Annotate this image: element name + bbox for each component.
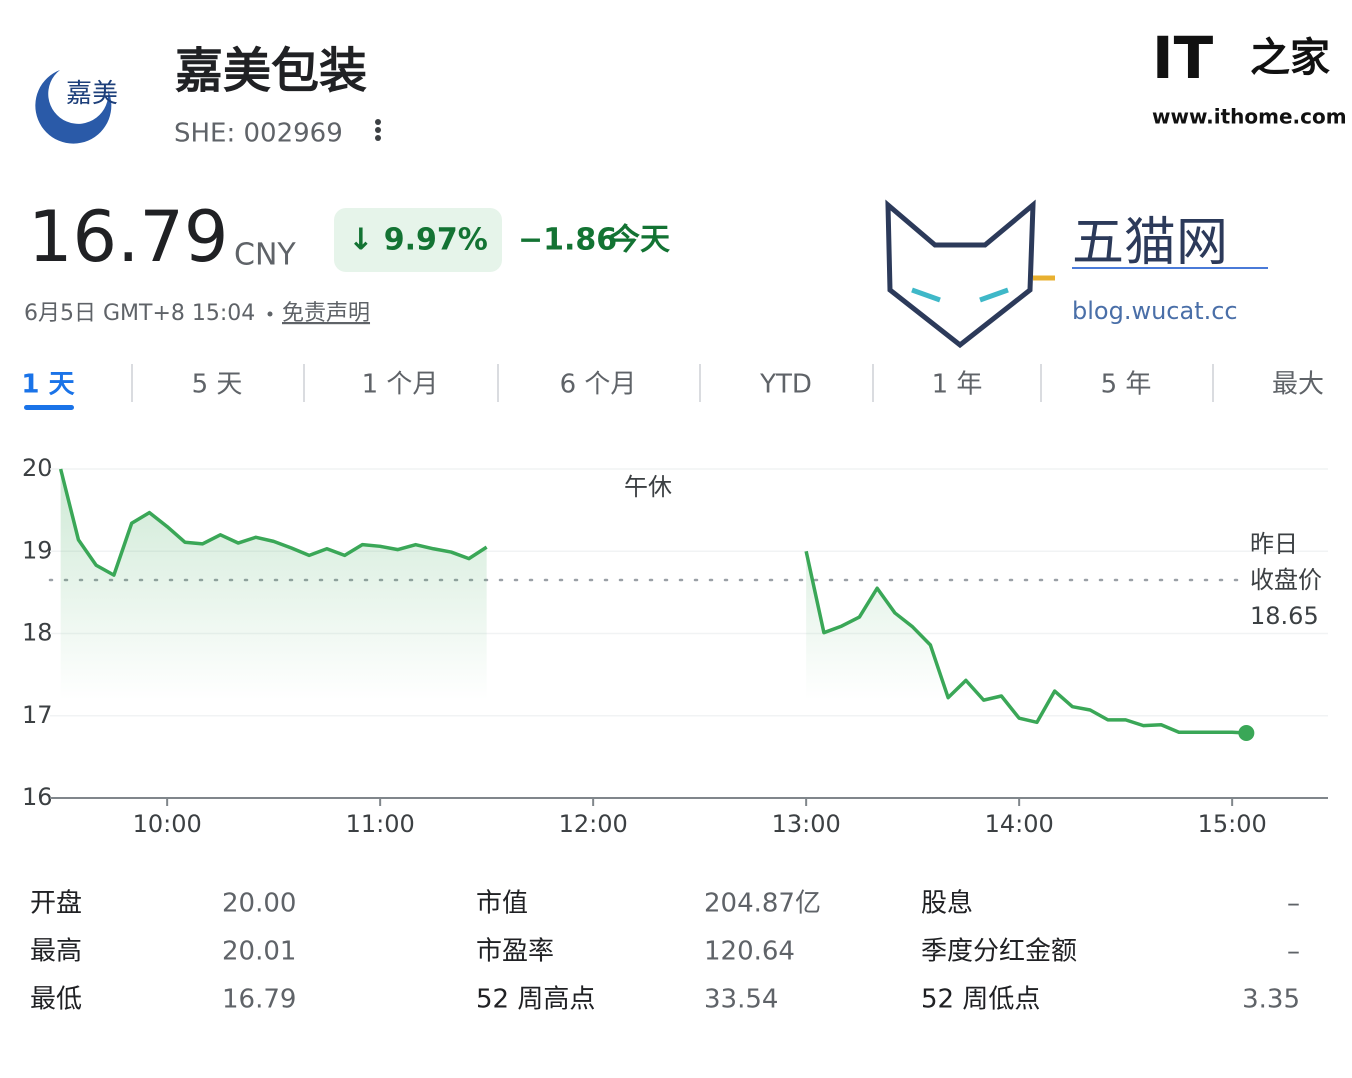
stat-label: 季度分红金额 xyxy=(921,937,1077,967)
range-tab[interactable]: 1 年 xyxy=(932,370,983,400)
previous-close-label: 收盘价 xyxy=(1250,566,1322,594)
change: −1.86 xyxy=(518,223,617,258)
stat-value: – xyxy=(1287,889,1300,919)
x-tick-label: 12:00 xyxy=(559,810,628,838)
price: 16.79 xyxy=(28,196,228,278)
stat-value: 3.35 xyxy=(1242,985,1300,1015)
stats-table: 开盘 20.00 市值 204.87亿 股息 – 最高 20.01 市盈率 120.64 季度分红金… xyxy=(30,889,1300,1015)
price-area xyxy=(60,469,487,700)
wucat-site: blog.wucat.cc xyxy=(1072,297,1238,325)
change-badge xyxy=(334,208,502,272)
active-tab-indicator xyxy=(24,405,74,410)
range-tab[interactable]: 最大 xyxy=(1272,370,1324,400)
separator-dot xyxy=(267,311,273,317)
price-line xyxy=(58,468,488,577)
range-tab[interactable]: 6 个月 xyxy=(560,370,637,400)
wucat-name: 五猫网 xyxy=(1072,213,1228,273)
range-tab[interactable]: 1 个月 xyxy=(362,370,439,400)
timestamp: 6月5日 GMT+8 15:04 xyxy=(24,301,255,326)
stat-value: 20.01 xyxy=(222,937,296,967)
range-tabs: 1 天 5 天 1 个月 6 个月 YTD 1 年 5 年 最大 xyxy=(21,364,1324,410)
ithome-logo: IT xyxy=(1152,24,1214,92)
stat-value: 204.87亿 xyxy=(704,889,821,919)
lunch-break-label: 午休 xyxy=(624,473,672,501)
company-name: 嘉美包装 xyxy=(175,43,367,99)
range-tab[interactable]: 5 天 xyxy=(192,370,243,400)
company-logo: 嘉美 xyxy=(35,70,118,144)
x-tick-label: 13:00 xyxy=(772,810,841,838)
range-tab[interactable]: 5 年 xyxy=(1101,370,1152,400)
change-percent: ↓ 9.97% xyxy=(348,223,488,258)
wucat-logo xyxy=(885,199,1055,349)
x-tick-label: 14:00 xyxy=(985,810,1054,838)
svg-text:嘉美: 嘉美 xyxy=(66,79,118,109)
x-tick-label: 10:00 xyxy=(133,810,202,838)
x-tick-label: 11:00 xyxy=(346,810,415,838)
y-tick-label: 19 xyxy=(22,536,53,564)
ticker: SHE: 002969 xyxy=(174,119,343,149)
stat-value: 33.54 xyxy=(704,985,778,1015)
stat-label: 股息 xyxy=(921,889,973,919)
x-tick-label: 15:00 xyxy=(1198,810,1267,838)
range-tab[interactable]: YTD xyxy=(759,370,812,400)
range-tab[interactable]: 1 天 xyxy=(21,370,74,400)
chart: 16 17 18 19 20 10:00 11:00 12:00 13:00 14:00 15:00… xyxy=(22,454,1328,838)
stat-label: 开盘 xyxy=(30,889,82,919)
previous-close-value: 18.65 xyxy=(1250,602,1319,630)
ithome-logo-cn: 之家 xyxy=(1250,35,1330,81)
y-tick-label: 18 xyxy=(22,619,53,647)
last-price-dot xyxy=(1238,725,1255,742)
y-tick-label: 16 xyxy=(22,783,53,811)
disclaimer-link[interactable]: 免责声明 xyxy=(282,301,370,326)
stat-label: 最高 xyxy=(30,937,82,967)
stat-value: 120.64 xyxy=(704,937,795,967)
price-line xyxy=(804,550,1247,735)
stat-label: 52 周低点 xyxy=(921,985,1040,1015)
more-menu[interactable] xyxy=(375,119,381,141)
stat-label: 市值 xyxy=(476,889,528,919)
stat-label: 最低 xyxy=(30,985,82,1015)
ithome-site: www.ithome.com xyxy=(1152,105,1347,129)
previous-close-label: 昨日 xyxy=(1250,530,1298,558)
y-tick-label: 17 xyxy=(22,701,53,729)
price-area xyxy=(806,551,1247,734)
stat-value: 16.79 xyxy=(222,985,296,1015)
stat-value: – xyxy=(1287,937,1300,967)
stat-label: 52 周高点 xyxy=(476,985,595,1015)
stat-label: 市盈率 xyxy=(476,937,554,967)
currency: CNY xyxy=(234,238,296,273)
y-tick-label: 20 xyxy=(22,454,53,482)
change-period: 今天 xyxy=(610,223,670,258)
stat-value: 20.00 xyxy=(222,889,296,919)
